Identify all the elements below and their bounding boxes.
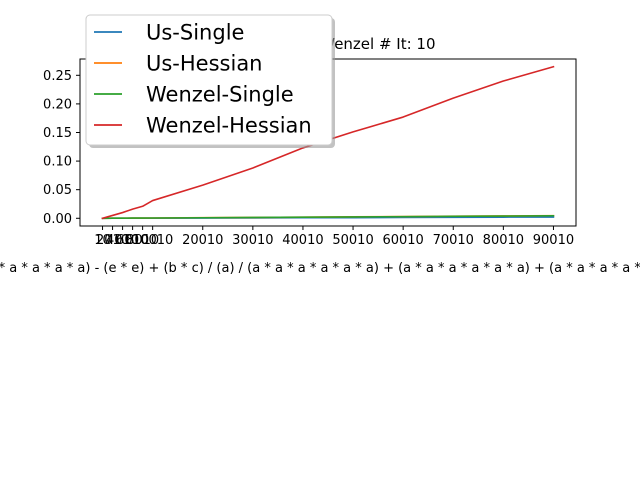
y-tick-label: 0.20: [43, 97, 72, 112]
x-axis-label: ((a * a * a * a * a * a * a * a * a * a)…: [0, 261, 640, 276]
x-tick-label: 70010: [433, 233, 474, 248]
series-line-wenzel-hessian: [101, 65, 555, 220]
legend-box: [85, 14, 333, 146]
y-tick-label: 0.05: [43, 183, 72, 198]
series-lines: [101, 65, 555, 220]
legend-entry-label: Us-Single: [146, 21, 244, 45]
legend-entry-label: Wenzel-Single: [146, 83, 294, 107]
y-tick-label: 0.25: [43, 69, 72, 84]
series-line-wenzel-single: [101, 214, 555, 220]
x-tick-label: 90010: [533, 233, 574, 248]
x-tick-label: 10010: [132, 233, 173, 248]
x-tick-label: 2010: [96, 233, 129, 248]
x-tick-label: 30010: [232, 233, 273, 248]
x-tick-label: 50010: [332, 233, 373, 248]
y-tick-label: 0.15: [43, 126, 72, 141]
x-tick-label: 60010: [382, 233, 423, 248]
y-axis: 0.00 0.05 0.10 0.15 0.20 0.25: [43, 69, 80, 227]
x-tick-label: 10: [94, 233, 111, 248]
x-tick-label: 6010: [116, 233, 149, 248]
x-tick-label: 4010: [106, 233, 139, 248]
legend-entry-label: Us-Hessian: [146, 52, 263, 76]
x-tick-label: 80010: [483, 233, 524, 248]
legend-entry-label: Wenzel-Hessian: [146, 114, 312, 138]
x-tick-label: 20010: [182, 233, 223, 248]
legend: Us-Single Us-Hessian Wenzel-Single Wenzel-H…: [85, 14, 335, 148]
y-tick-label: 0.00: [43, 212, 72, 227]
y-tick-label: 0.10: [43, 155, 72, 170]
x-tick-label: 8010: [126, 233, 159, 248]
x-tick-label: 40010: [282, 233, 323, 248]
